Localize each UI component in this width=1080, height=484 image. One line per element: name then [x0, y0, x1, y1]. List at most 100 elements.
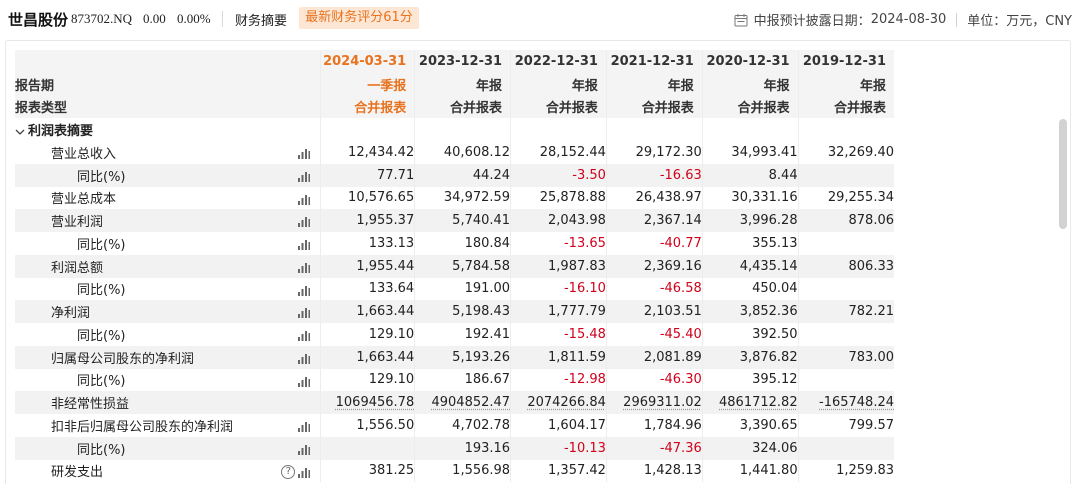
- cell-value: -15.48: [563, 326, 606, 342]
- bar-chart-icon[interactable]: [298, 444, 311, 455]
- row-label-cell: 净利润: [15, 300, 321, 323]
- value-cell: 191.00: [414, 277, 511, 301]
- cell-value: -16.10: [563, 281, 606, 297]
- value-cell: -47.36: [605, 436, 703, 460]
- table-row: 同比(%) 77.71 44.24 -3.50 -16.63 8.44: [15, 163, 894, 187]
- value-cell: 395.12: [701, 368, 799, 392]
- value-cell: 29,255.34: [797, 186, 894, 210]
- header-cell[interactable]: 2022-12-31: [510, 50, 607, 73]
- header-cell[interactable]: 2021-12-31: [605, 50, 703, 73]
- row-label: 营业总收入: [51, 146, 117, 162]
- value-cell: 4,702.78: [414, 414, 511, 437]
- value-cell: 1,955.37: [320, 209, 415, 232]
- cell-value: -40.77: [659, 235, 702, 251]
- financial-summary-table: 2024-03-31 2023-12-31 2022-12-31 2021-12-31…: [15, 50, 894, 483]
- bar-chart-icon[interactable]: [298, 353, 311, 364]
- value-cell: -12.98: [510, 368, 607, 392]
- bar-chart-icon[interactable]: [298, 148, 311, 159]
- row-label: 同比(%): [77, 442, 126, 458]
- bar-chart-icon[interactable]: [298, 171, 311, 182]
- table-row: 扣非后归属母公司股东的净利润 1,556.50 4,702.78 1,604.17 1,…: [15, 414, 894, 437]
- row-label: 同比(%): [77, 237, 126, 253]
- bar-chart-icon[interactable]: [298, 467, 311, 478]
- bar-chart-icon[interactable]: [298, 376, 311, 387]
- cell-value: 5,740.41: [452, 213, 511, 229]
- cell-value: 1,556.50: [356, 417, 415, 433]
- bar-chart-icon[interactable]: [298, 262, 311, 273]
- row-label-cell: 研发支出?: [15, 459, 321, 483]
- value-cell: 25,878.88: [510, 186, 607, 210]
- row-label: 同比(%): [77, 328, 126, 344]
- value-cell: 1,441.80: [701, 459, 799, 483]
- value-cell: 392.50: [701, 323, 799, 346]
- vertical-scrollbar[interactable]: [1059, 119, 1067, 229]
- value-cell: 1,556.50: [320, 414, 415, 437]
- value-cell: 8.44: [701, 163, 799, 187]
- value-cell: 10,576.65: [320, 186, 415, 210]
- cell-value: -46.30: [659, 372, 702, 388]
- cell-value: 2,081.89: [643, 349, 702, 365]
- row-icons: [298, 351, 311, 366]
- cell-value: -3.50: [572, 167, 606, 183]
- value-cell: 355.13: [701, 232, 799, 255]
- table-row: 营业利润 1,955.37 5,740.41 2,043.98 2,367.14 3,99…: [15, 209, 894, 232]
- financial-score-badge[interactable]: 最新财务评分61分: [299, 7, 419, 29]
- header-cell: 年报: [510, 72, 607, 96]
- section-empty-cell: [510, 118, 607, 141]
- table-row: 同比(%) 133.64 191.00 -16.10 -46.58 450.04: [15, 277, 894, 301]
- section-row[interactable]: 利润表摘要: [15, 118, 894, 141]
- value-cell: 1,663.44: [320, 345, 415, 369]
- header-cell[interactable]: 2023-12-31: [414, 50, 511, 73]
- header-row: 报表类型 合并报表 合并报表 合并报表 合并报表 合并报表 合并报表: [15, 95, 894, 119]
- header-cell: 年报: [701, 72, 799, 96]
- value-cell: 4904852.47: [414, 391, 511, 414]
- bar-chart-icon[interactable]: [298, 330, 311, 341]
- cell-value: -12.98: [563, 372, 606, 388]
- cell-value: 395.12: [752, 372, 798, 388]
- cell-value: 4,435.14: [739, 258, 798, 274]
- row-label: 利润总额: [51, 260, 104, 276]
- cell-value: 2,103.51: [643, 304, 702, 320]
- cell-value: 878.06: [848, 213, 895, 229]
- table-row: 营业总成本 10,576.65 34,972.59 25,878.88 26,438.9…: [15, 186, 894, 210]
- value-cell: 3,876.82: [701, 345, 799, 369]
- table-row: 营业总收入 12,434.42 40,608.12 28,152.44 29,172.3…: [15, 141, 894, 164]
- value-cell: 129.10: [320, 368, 415, 392]
- cell-value: 450.04: [752, 281, 798, 297]
- row-label: 研发支出: [51, 465, 104, 481]
- cell-value: 30,331.16: [731, 190, 798, 206]
- row-icons: [298, 169, 311, 184]
- cell-value: 2969311.02: [623, 395, 702, 411]
- bar-chart-icon[interactable]: [298, 421, 311, 432]
- value-cell: 34,993.41: [701, 141, 799, 164]
- value-cell: 1,784.96: [605, 414, 703, 437]
- table-row: 同比(%) 129.10 186.67 -12.98 -46.30 395.12: [15, 368, 894, 392]
- value-cell: 30,331.16: [701, 186, 799, 210]
- header-cell[interactable]: 2019-12-31: [797, 50, 894, 73]
- help-icon[interactable]: ?: [281, 465, 296, 479]
- row-label: 同比(%): [77, 283, 126, 299]
- bar-chart-icon[interactable]: [298, 239, 311, 250]
- table-row: 同比(%) 193.16 -10.13 -47.36 324.06: [15, 436, 894, 460]
- cell-value: 355.13: [752, 235, 798, 251]
- bar-chart-icon[interactable]: [298, 285, 311, 296]
- section-empty-cell: [605, 118, 703, 141]
- bar-chart-icon[interactable]: [298, 216, 311, 228]
- cell-value: 1,987.83: [548, 258, 606, 274]
- cell-value: 10,576.65: [348, 190, 415, 206]
- cell-value: -13.65: [563, 235, 606, 251]
- row-label-cell: 营业总成本: [15, 186, 321, 210]
- value-cell: 4861712.82: [701, 391, 799, 414]
- tab-financial-summary[interactable]: 财务摘要: [235, 14, 288, 29]
- header-cell: 合并报表: [510, 95, 607, 119]
- header-cell[interactable]: 2020-12-31: [701, 50, 799, 73]
- row-icons: [298, 419, 311, 434]
- bar-chart-icon[interactable]: [298, 194, 311, 205]
- section-title[interactable]: 利润表摘要: [15, 118, 321, 141]
- value-cell: 1,604.17: [510, 414, 607, 437]
- bar-chart-icon[interactable]: [298, 307, 311, 319]
- header-cell[interactable]: 2024-03-31: [320, 50, 415, 73]
- row-label-cell: 扣非后归属母公司股东的净利润: [15, 414, 321, 437]
- chevron-down-icon[interactable]: [15, 128, 25, 136]
- value-cell: 133.13: [320, 232, 415, 255]
